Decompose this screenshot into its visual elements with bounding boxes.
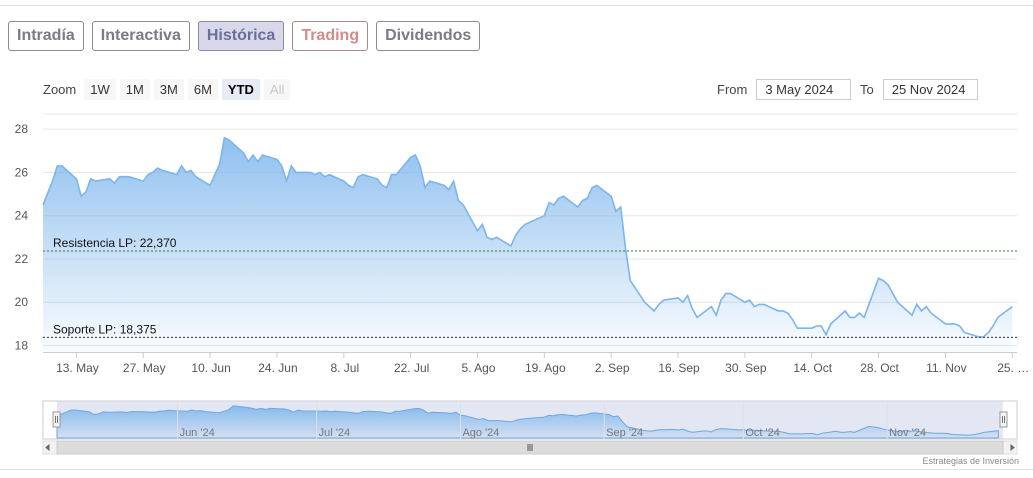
- y-tick-22: 22: [15, 252, 29, 266]
- scrollbar-grip-icon: [527, 444, 533, 451]
- scroll-right-arrow-icon[interactable]: [1010, 443, 1015, 452]
- price-line: [42, 136, 1013, 338]
- credits-text: Estrategias de Inversión: [922, 456, 1019, 466]
- resistance-label: Resistencia LP: 22,370: [53, 236, 177, 250]
- navigator-left-handle[interactable]: [52, 411, 61, 428]
- tab-historica[interactable]: Histórica: [197, 21, 285, 51]
- from-label: From: [717, 82, 748, 97]
- x-tick-label: 2. Sep: [595, 361, 630, 375]
- x-tick-label: 16. Sep: [658, 361, 700, 375]
- navigator-right-handle[interactable]: [999, 411, 1008, 428]
- from-date-input[interactable]: 3 May 2024: [756, 79, 852, 100]
- scroll-left-arrow-icon[interactable]: [45, 443, 50, 452]
- y-tick-24: 24: [15, 209, 29, 223]
- plot-area: Resistencia LP: 22,370 Soporte LP: 18,37…: [42, 136, 1017, 352]
- x-axis: 13. May 27. May 10. Jun 24. Jun 8. Jul 22. Ju…: [43, 352, 1029, 375]
- y-tick-20: 20: [15, 295, 29, 309]
- y-tick-26: 26: [15, 165, 29, 179]
- y-axis: 18 20 22 24 26 28: [15, 122, 29, 352]
- to-date-input[interactable]: 25 Nov 2024: [882, 79, 978, 100]
- range-to: To 25 Nov 2024: [860, 79, 978, 100]
- range-from: From 3 May 2024: [717, 79, 852, 100]
- top-divider: [0, 5, 1033, 6]
- y-tick-28: 28: [15, 122, 29, 136]
- y-tick-18: 18: [15, 339, 29, 353]
- tab-interactiva[interactable]: Interactiva: [91, 21, 190, 51]
- navigator-label: Jun '24: [180, 427, 215, 439]
- scrollbar[interactable]: [42, 440, 1018, 455]
- x-tick-label: 8. Jul: [330, 361, 359, 375]
- zoom-all-button[interactable]: All: [263, 79, 291, 100]
- tab-intradia[interactable]: Intradía: [8, 21, 84, 51]
- to-label: To: [860, 82, 874, 97]
- x-tick-label: 22. Jul: [394, 361, 429, 375]
- navigator-label: Sep '24: [606, 427, 643, 439]
- navigator-label: Oct '24: [745, 427, 780, 439]
- bottom-divider: [0, 469, 1033, 470]
- navigator[interactable]: Jun '24 Jul '24 Ago '24 Sep '24 Oct '24 Nov '…: [42, 400, 1018, 440]
- navigator-label: Nov '24: [889, 427, 926, 439]
- x-tick-label: 13. May: [56, 361, 99, 375]
- navigator-label: Jul '24: [319, 427, 350, 439]
- tab-trading[interactable]: Trading: [292, 21, 369, 51]
- zoom-1w-button[interactable]: 1W: [84, 79, 116, 100]
- zoom-ytd-button[interactable]: YTD: [221, 79, 260, 100]
- navigator-area: [56, 405, 999, 439]
- zoom-3m-button[interactable]: 3M: [153, 79, 184, 100]
- x-tick-label: 25. …: [997, 361, 1029, 375]
- navigator-labels: Jun '24 Jul '24 Ago '24 Sep '24 Oct '24 Nov '…: [177, 401, 926, 439]
- x-tick-label: 19. Ago: [525, 361, 566, 375]
- x-tick-label: 11. Nov: [926, 361, 966, 375]
- tab-dividendos[interactable]: Dividendos: [376, 21, 481, 51]
- x-tick-label: 5. Ago: [461, 361, 495, 375]
- zoom-6m-button[interactable]: 6M: [187, 79, 218, 100]
- price-area: [43, 137, 1013, 352]
- support-label: Soporte LP: 18,375: [53, 322, 157, 336]
- x-tick-label: 24. Jun: [258, 361, 297, 375]
- zoom-1m-button[interactable]: 1M: [119, 79, 150, 100]
- zoom-label: Zoom: [43, 82, 77, 97]
- x-tick-label: 28. Oct: [860, 361, 899, 375]
- navigator-label: Ago '24: [462, 427, 499, 439]
- zoom-selector: Zoom 1W 1M 3M 6M YTD All: [43, 79, 291, 100]
- x-tick-label: 14. Oct: [793, 361, 832, 375]
- x-tick-label: 30. Sep: [725, 361, 767, 375]
- x-tick-label: 10. Jun: [191, 361, 230, 375]
- chart-tabs: Intradía Interactiva Histórica Trading D…: [8, 21, 481, 51]
- x-tick-label: 27. May: [123, 361, 166, 375]
